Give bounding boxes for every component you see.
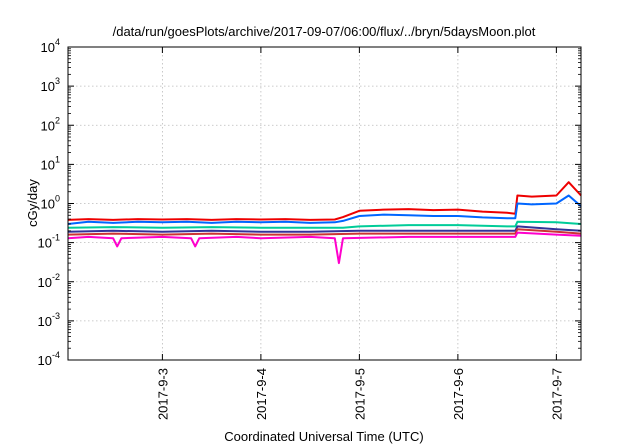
- x-tick-label: 2017-9-3: [155, 368, 170, 420]
- x-tick-label: 2017-9-4: [254, 368, 269, 420]
- y-tick-label: 10-4: [38, 350, 60, 368]
- x-tick-label: 2017-9-5: [352, 368, 367, 420]
- y-tick-label: 100: [41, 194, 60, 212]
- y-ticks: 10-4 10-3 10-2 10-1 100 101 102 103 104: [38, 37, 581, 368]
- series-line-4: [67, 225, 582, 233]
- y-tick-label: 10-3: [38, 311, 60, 329]
- y-tick-label: 103: [41, 76, 60, 94]
- series-group: [67, 181, 582, 265]
- series-line-1: [67, 181, 582, 221]
- y-tick-label: 10-1: [38, 233, 60, 251]
- y-tick-label: 10-2: [38, 272, 60, 290]
- x-axis-label: Coordinated Universal Time (UTC): [224, 429, 423, 444]
- x-tick-label: 2017-9-6: [451, 368, 466, 420]
- x-ticks: 2017-9-3 2017-9-4 2017-9-5 2017-9-6 2017-9-7: [155, 47, 564, 420]
- series-line-3: [67, 220, 582, 229]
- series-line-5: [67, 228, 582, 236]
- y-axis-label: cGy/day: [25, 179, 40, 227]
- y-tick-label: 102: [41, 115, 60, 133]
- x-tick-label: 2017-9-7: [549, 368, 564, 420]
- series-line-2: [67, 194, 582, 225]
- y-tick-label: 101: [41, 154, 60, 172]
- series-line-6: [67, 231, 582, 265]
- y-tick-label: 104: [41, 37, 60, 55]
- chart-title: /data/run/goesPlots/archive/2017-09-07/0…: [113, 24, 536, 39]
- grid: [68, 47, 581, 360]
